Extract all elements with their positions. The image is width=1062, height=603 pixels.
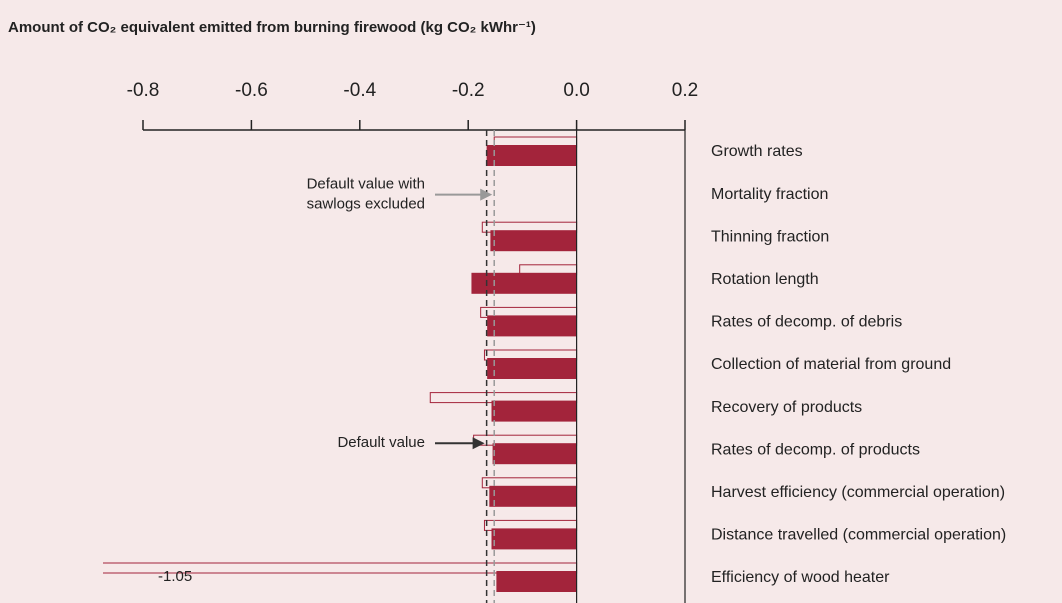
category-label: Rates of decomp. of debris (711, 314, 902, 331)
arrow-head (480, 188, 493, 201)
category-label: Collection of material from ground (711, 356, 951, 373)
bar (471, 272, 577, 294)
annotation: Default value with (307, 176, 425, 193)
bar (491, 528, 577, 550)
bar (492, 443, 577, 465)
annotation: sawlogs excluded (307, 196, 425, 213)
category-label: Efficiency of wood heater (711, 569, 890, 586)
bar (486, 145, 577, 166)
x-tick-label: -0.2 (452, 80, 485, 101)
annotation: Default value (337, 434, 425, 451)
category-label: Recovery of products (711, 399, 862, 416)
category-label: Growth rates (711, 143, 803, 160)
category-label: Rotation length (711, 271, 819, 288)
bar (496, 571, 577, 592)
category-label: Rates of decomp. of products (711, 441, 920, 458)
bar (491, 400, 577, 422)
bar (489, 485, 577, 507)
data-label: -1.05 (158, 568, 192, 585)
bar (490, 230, 577, 252)
x-tick-label: -0.4 (343, 80, 376, 101)
x-tick-label: 0.0 (563, 80, 589, 101)
x-tick-label: -0.8 (127, 80, 160, 101)
arrow-head (472, 437, 485, 450)
bar (487, 358, 577, 379)
x-tick-label: -0.6 (235, 80, 268, 101)
plot-area (103, 136, 578, 592)
category-label: Harvest efficiency (commercial operation… (711, 484, 1005, 501)
category-label: Mortality fraction (711, 186, 828, 203)
chart-title: Amount of CO₂ equivalent emitted from bu… (8, 19, 536, 36)
x-tick-label: 0.2 (672, 80, 698, 101)
bar (487, 315, 577, 337)
category-label: Distance travelled (commercial operation… (711, 527, 1006, 544)
category-label: Thinning fraction (711, 228, 829, 245)
